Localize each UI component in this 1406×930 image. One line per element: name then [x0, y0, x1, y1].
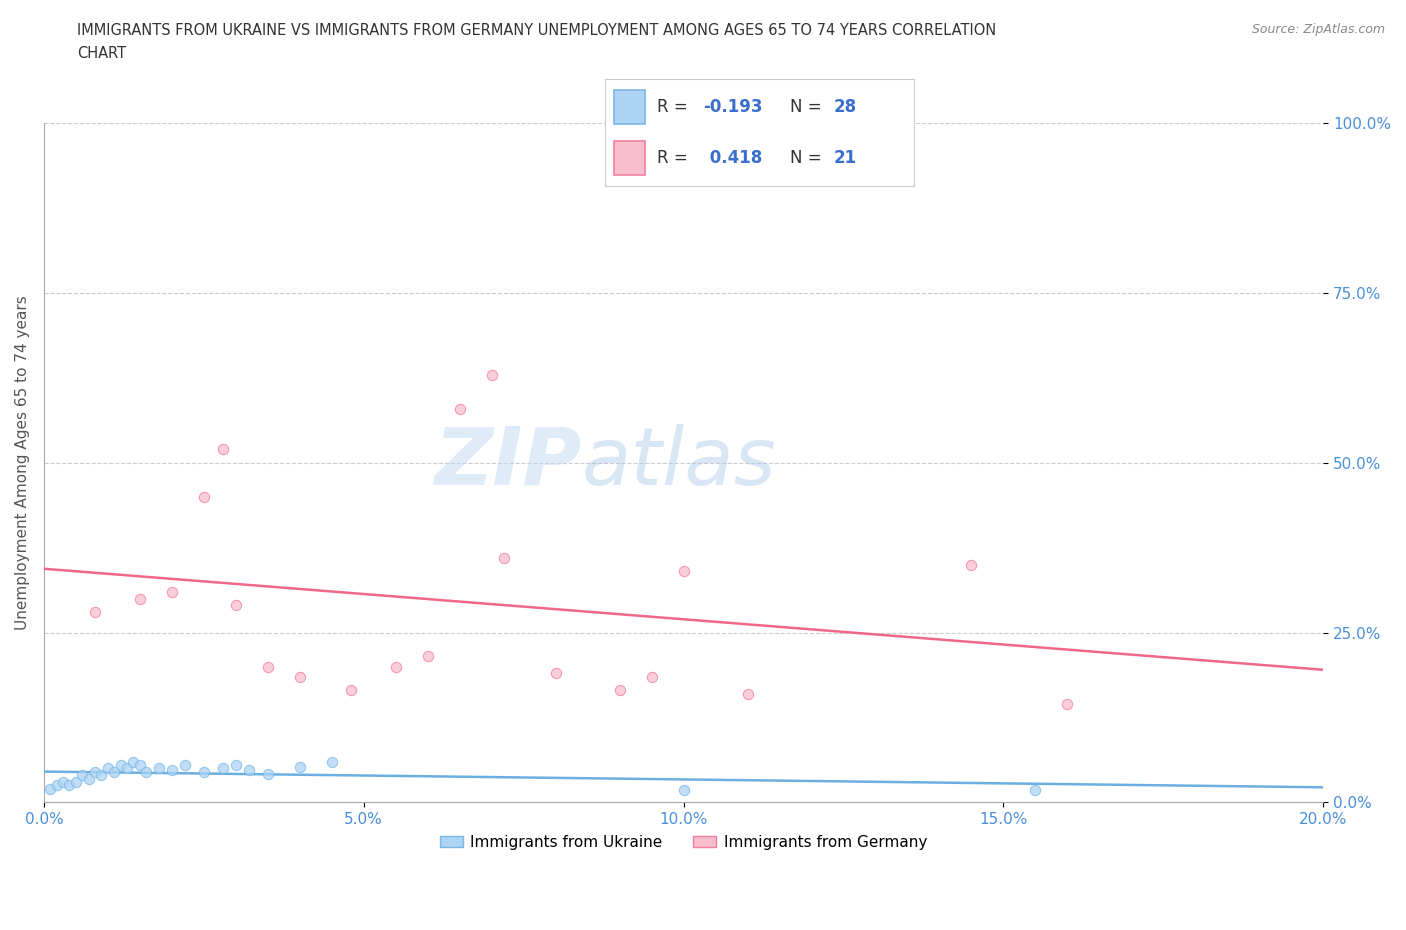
Point	[321, 754, 343, 769]
Text: CHART: CHART	[77, 46, 127, 61]
Point	[193, 764, 215, 779]
Point	[58, 778, 80, 793]
Point	[256, 766, 278, 781]
Text: N =: N =	[790, 149, 821, 167]
Point	[77, 771, 100, 786]
Point	[90, 768, 112, 783]
Point	[640, 670, 662, 684]
Point	[45, 778, 67, 793]
Point	[384, 659, 406, 674]
Point	[544, 666, 567, 681]
Point	[225, 758, 247, 773]
Point	[288, 760, 311, 775]
Text: -0.193: -0.193	[703, 98, 763, 116]
Point	[103, 764, 125, 779]
Legend: Immigrants from Ukraine, Immigrants from Germany: Immigrants from Ukraine, Immigrants from…	[434, 829, 934, 856]
Point	[193, 489, 215, 504]
Point	[84, 764, 107, 779]
Point	[212, 761, 235, 776]
Point	[65, 775, 87, 790]
Point	[84, 604, 107, 619]
Text: atlas: atlas	[581, 424, 776, 502]
Point	[128, 758, 150, 773]
Point	[173, 758, 195, 773]
Point	[256, 659, 278, 674]
Text: N =: N =	[790, 98, 821, 116]
Point	[225, 598, 247, 613]
Point	[238, 763, 260, 777]
Point	[1056, 697, 1078, 711]
Point	[212, 442, 235, 457]
Point	[449, 401, 471, 416]
Text: 21: 21	[834, 149, 856, 167]
Point	[148, 761, 170, 776]
Point	[481, 367, 503, 382]
Text: IMMIGRANTS FROM UKRAINE VS IMMIGRANTS FROM GERMANY UNEMPLOYMENT AMONG AGES 65 TO: IMMIGRANTS FROM UKRAINE VS IMMIGRANTS FR…	[77, 23, 997, 38]
Point	[1024, 783, 1046, 798]
Text: ZIP: ZIP	[434, 424, 581, 502]
FancyBboxPatch shape	[614, 90, 645, 124]
Point	[416, 649, 439, 664]
Text: 28: 28	[834, 98, 856, 116]
Text: 0.418: 0.418	[703, 149, 762, 167]
Point	[52, 775, 75, 790]
Point	[160, 584, 183, 599]
Point	[110, 758, 132, 773]
Y-axis label: Unemployment Among Ages 65 to 74 years: Unemployment Among Ages 65 to 74 years	[15, 296, 30, 631]
Point	[128, 591, 150, 606]
Point	[340, 683, 363, 698]
Point	[39, 781, 62, 796]
Point	[737, 686, 759, 701]
Point	[288, 670, 311, 684]
Point	[135, 764, 157, 779]
Point	[97, 761, 120, 776]
Point	[115, 761, 138, 776]
Point	[122, 754, 145, 769]
Text: Source: ZipAtlas.com: Source: ZipAtlas.com	[1251, 23, 1385, 36]
Point	[960, 557, 983, 572]
Point	[609, 683, 631, 698]
Point	[72, 768, 94, 783]
Point	[494, 551, 516, 565]
Point	[672, 783, 695, 798]
Point	[672, 565, 695, 579]
FancyBboxPatch shape	[614, 141, 645, 175]
Text: R =: R =	[657, 98, 688, 116]
Point	[160, 763, 183, 777]
Text: R =: R =	[657, 149, 688, 167]
